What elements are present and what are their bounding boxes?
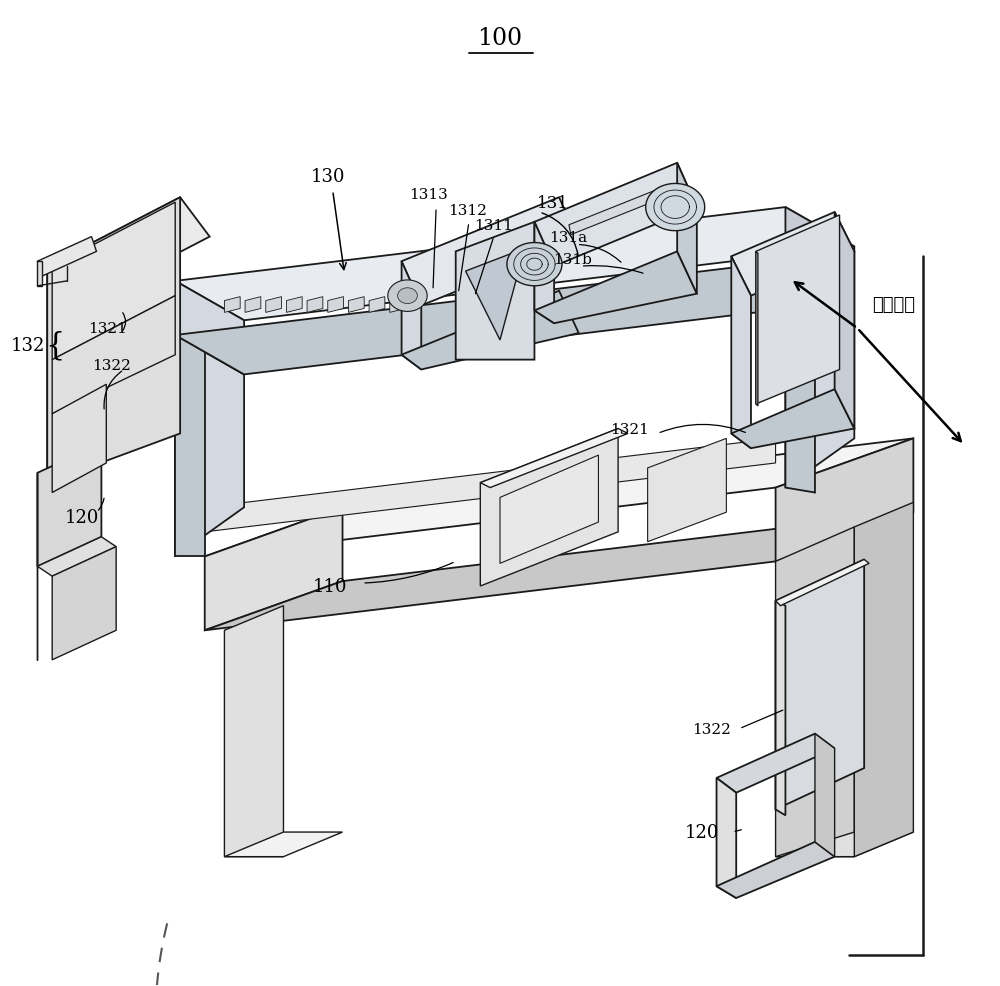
Polygon shape <box>402 262 421 370</box>
Polygon shape <box>307 298 323 314</box>
Polygon shape <box>398 289 417 305</box>
Polygon shape <box>756 216 840 404</box>
Text: 1311: 1311 <box>474 219 513 233</box>
Text: 120: 120 <box>65 509 99 527</box>
Polygon shape <box>507 244 562 287</box>
Polygon shape <box>328 298 344 314</box>
Polygon shape <box>402 292 579 370</box>
Polygon shape <box>569 186 669 236</box>
Polygon shape <box>52 547 116 661</box>
Polygon shape <box>175 282 244 375</box>
Polygon shape <box>534 252 697 323</box>
Polygon shape <box>815 734 835 857</box>
Text: 132: 132 <box>11 336 45 355</box>
Polygon shape <box>369 298 385 314</box>
Polygon shape <box>776 560 864 810</box>
Text: 1322: 1322 <box>93 358 131 372</box>
Polygon shape <box>245 298 261 314</box>
Polygon shape <box>534 223 554 323</box>
Polygon shape <box>388 281 427 313</box>
Polygon shape <box>52 297 175 414</box>
Polygon shape <box>266 298 282 314</box>
Polygon shape <box>52 385 106 493</box>
Polygon shape <box>717 778 736 898</box>
Polygon shape <box>456 223 534 360</box>
Polygon shape <box>37 238 96 277</box>
Polygon shape <box>731 257 751 449</box>
Polygon shape <box>776 832 913 857</box>
Polygon shape <box>348 298 364 314</box>
Polygon shape <box>37 444 101 567</box>
Text: 131a: 131a <box>549 231 587 245</box>
Text: 100: 100 <box>477 28 523 50</box>
Polygon shape <box>205 439 913 557</box>
Polygon shape <box>480 429 628 488</box>
Text: 1321: 1321 <box>610 422 649 436</box>
Polygon shape <box>776 439 913 562</box>
Polygon shape <box>175 208 854 320</box>
Polygon shape <box>466 249 525 340</box>
Text: 110: 110 <box>313 578 347 596</box>
Polygon shape <box>677 164 697 295</box>
Polygon shape <box>175 262 854 375</box>
Text: 1321: 1321 <box>89 321 127 336</box>
Polygon shape <box>785 262 854 488</box>
Polygon shape <box>205 508 343 631</box>
Polygon shape <box>47 198 210 307</box>
Text: 130: 130 <box>311 168 346 185</box>
Polygon shape <box>224 606 283 857</box>
Polygon shape <box>648 439 726 542</box>
Polygon shape <box>785 208 854 302</box>
Text: 1312: 1312 <box>448 204 487 218</box>
Polygon shape <box>205 513 913 631</box>
Polygon shape <box>731 213 854 297</box>
Polygon shape <box>175 335 244 557</box>
Polygon shape <box>500 456 598 564</box>
Polygon shape <box>390 298 406 314</box>
Polygon shape <box>854 503 913 857</box>
Polygon shape <box>175 335 205 557</box>
Polygon shape <box>224 832 343 857</box>
Polygon shape <box>480 429 618 587</box>
Text: 横向方向: 横向方向 <box>872 295 915 314</box>
Text: 131b: 131b <box>553 253 592 267</box>
Polygon shape <box>756 252 758 406</box>
Polygon shape <box>717 842 835 898</box>
Polygon shape <box>835 213 854 429</box>
Polygon shape <box>717 734 835 793</box>
Polygon shape <box>776 528 854 857</box>
Text: 1313: 1313 <box>409 188 448 202</box>
Polygon shape <box>731 389 854 449</box>
Text: 131: 131 <box>537 194 569 211</box>
Polygon shape <box>534 164 697 267</box>
Text: 120: 120 <box>685 823 719 841</box>
Polygon shape <box>37 262 42 287</box>
Text: 1322: 1322 <box>692 722 731 736</box>
Polygon shape <box>47 267 77 503</box>
Polygon shape <box>286 298 302 314</box>
Polygon shape <box>37 537 116 577</box>
Polygon shape <box>402 198 579 307</box>
Polygon shape <box>785 262 815 493</box>
Polygon shape <box>205 439 776 532</box>
Polygon shape <box>52 203 175 360</box>
Polygon shape <box>646 184 705 232</box>
Polygon shape <box>776 601 785 815</box>
Polygon shape <box>47 198 180 483</box>
Text: {: { <box>45 330 65 361</box>
Polygon shape <box>776 560 869 606</box>
Polygon shape <box>224 298 240 314</box>
